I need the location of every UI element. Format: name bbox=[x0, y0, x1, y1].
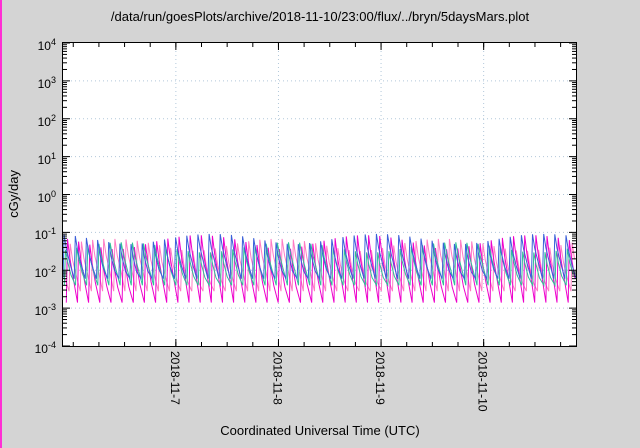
flux-magenta bbox=[65, 235, 576, 303]
x-tick-label: 2018-11-10 bbox=[475, 351, 490, 412]
y-tick-label: 103 bbox=[37, 74, 56, 91]
plot-canvas bbox=[63, 43, 576, 346]
x-axis-title: Coordinated Universal Time (UTC) bbox=[220, 423, 420, 438]
x-tick-label: 2018-11-8 bbox=[270, 351, 285, 405]
y-tick-label: 10-4 bbox=[34, 340, 56, 356]
x-tick-label: 2018-11-9 bbox=[373, 351, 388, 405]
y-tick-label: 101 bbox=[37, 150, 56, 167]
y-tick-label: 10-3 bbox=[34, 302, 56, 319]
y-tick-label: 10-2 bbox=[34, 264, 56, 281]
y-tick-label: 102 bbox=[37, 112, 56, 129]
y-tick-label: 10-1 bbox=[34, 226, 56, 243]
chart-title: /data/run/goesPlots/archive/2018-11-10/2… bbox=[110, 9, 530, 24]
left-edge-artifact bbox=[0, 0, 2, 448]
y-tick-label: 104 bbox=[37, 37, 56, 53]
y-tick-label: 100 bbox=[37, 188, 56, 205]
plot-area bbox=[62, 42, 577, 347]
x-tick-label: 2018-11-7 bbox=[167, 351, 182, 405]
flux-blue bbox=[63, 233, 576, 281]
